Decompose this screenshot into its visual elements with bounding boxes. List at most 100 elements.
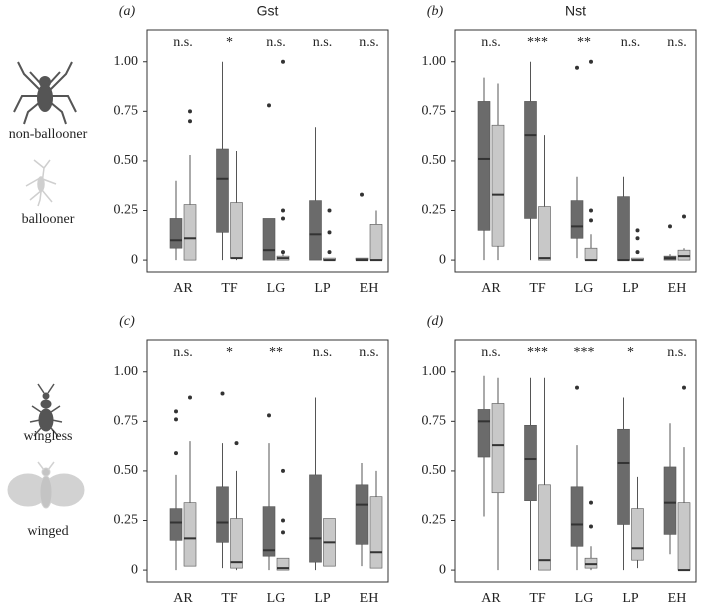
outlier bbox=[668, 224, 672, 229]
y-tick-label: 1.00 bbox=[114, 364, 139, 379]
x-tick-label: EH bbox=[668, 591, 687, 606]
winged-icon bbox=[7, 461, 85, 509]
x-tick-label: LG bbox=[575, 591, 594, 606]
significance-label: n.s. bbox=[359, 35, 378, 50]
legend-label: ballooner bbox=[22, 212, 75, 227]
outlier bbox=[589, 500, 593, 505]
outlier bbox=[635, 228, 640, 233]
spider-icon bbox=[13, 61, 77, 125]
outlier bbox=[281, 208, 285, 213]
significance-label: *** bbox=[527, 345, 548, 360]
outlier bbox=[589, 218, 593, 223]
outlier bbox=[188, 395, 192, 400]
box bbox=[677, 502, 691, 571]
box bbox=[369, 224, 383, 261]
box bbox=[524, 424, 537, 501]
y-tick-label: 1.00 bbox=[422, 54, 447, 69]
significance-label: n.s. bbox=[173, 345, 192, 360]
outlier bbox=[281, 518, 285, 523]
box bbox=[262, 506, 276, 557]
x-tick-label: LG bbox=[267, 591, 286, 606]
outlier bbox=[281, 250, 285, 255]
box bbox=[230, 518, 243, 569]
significance-label: n.s. bbox=[667, 345, 686, 360]
significance-label: * bbox=[226, 35, 233, 50]
y-tick-label: 0.50 bbox=[114, 463, 139, 478]
y-tick-label: 0.75 bbox=[114, 414, 139, 429]
x-tick-label: LG bbox=[575, 281, 594, 296]
box bbox=[276, 557, 290, 571]
outlier bbox=[174, 417, 178, 422]
panel-label: (b) bbox=[427, 4, 444, 19]
y-tick-label: 1.00 bbox=[114, 54, 139, 69]
box bbox=[183, 502, 197, 567]
x-tick-label: EH bbox=[360, 591, 379, 606]
y-tick-label: 0.75 bbox=[422, 414, 447, 429]
outlier bbox=[575, 65, 579, 70]
x-tick-label: AR bbox=[173, 591, 193, 606]
y-tick-label: 0 bbox=[439, 252, 446, 267]
box bbox=[570, 486, 584, 547]
outlier bbox=[188, 119, 192, 124]
plot-frame bbox=[146, 29, 389, 273]
y-tick-label: 0.75 bbox=[114, 104, 139, 119]
x-tick-label: EH bbox=[668, 281, 687, 296]
x-tick-label: AR bbox=[481, 281, 501, 296]
x-tick-label: LG bbox=[267, 281, 286, 296]
box bbox=[491, 124, 505, 247]
outlier bbox=[589, 59, 593, 64]
x-tick-label: EH bbox=[360, 281, 379, 296]
outlier bbox=[220, 391, 225, 396]
y-tick-label: 0.50 bbox=[114, 153, 139, 168]
significance-label: * bbox=[226, 345, 233, 360]
significance-label: n.s. bbox=[481, 345, 500, 360]
box bbox=[584, 247, 598, 261]
x-tick-label: LP bbox=[622, 281, 639, 296]
y-tick-label: 0.50 bbox=[422, 463, 447, 478]
box bbox=[617, 196, 630, 261]
box bbox=[216, 148, 229, 233]
panel-title: Gst bbox=[257, 3, 279, 19]
box bbox=[538, 206, 551, 261]
significance-label: *** bbox=[527, 35, 548, 50]
box bbox=[477, 409, 491, 458]
plot-frame bbox=[454, 29, 697, 273]
significance-label: n.s. bbox=[481, 35, 500, 50]
outlier bbox=[360, 192, 364, 197]
y-tick-label: 0.25 bbox=[114, 203, 139, 218]
panel-title: Nst bbox=[565, 3, 586, 19]
outlier bbox=[327, 230, 332, 235]
outlier bbox=[174, 451, 178, 456]
ballooner-icon bbox=[25, 159, 57, 207]
y-tick-label: 0.50 bbox=[422, 153, 447, 168]
y-tick-label: 0 bbox=[131, 562, 138, 577]
outlier bbox=[281, 468, 285, 473]
y-tick-label: 0.75 bbox=[422, 104, 447, 119]
box bbox=[631, 508, 644, 561]
significance-label: n.s. bbox=[359, 345, 378, 360]
significance-label: * bbox=[627, 345, 634, 360]
outlier bbox=[682, 214, 686, 219]
significance-label: n.s. bbox=[621, 35, 640, 50]
outlier bbox=[575, 385, 579, 390]
outlier bbox=[234, 441, 239, 446]
box bbox=[570, 200, 584, 239]
plot-frame bbox=[454, 339, 697, 583]
significance-label: ** bbox=[269, 345, 283, 360]
outlier bbox=[267, 103, 271, 108]
plot-frame bbox=[146, 339, 389, 583]
box bbox=[169, 508, 183, 541]
box bbox=[309, 200, 322, 261]
box bbox=[183, 204, 197, 261]
outlier bbox=[281, 216, 285, 221]
legend-label: non-ballooner bbox=[9, 127, 88, 142]
significance-label: n.s. bbox=[266, 35, 285, 50]
y-tick-label: 0 bbox=[439, 562, 446, 577]
significance-label: n.s. bbox=[313, 35, 332, 50]
outlier bbox=[589, 524, 593, 529]
y-tick-label: 0.25 bbox=[422, 203, 447, 218]
outlier bbox=[188, 109, 192, 114]
outlier bbox=[327, 208, 332, 213]
